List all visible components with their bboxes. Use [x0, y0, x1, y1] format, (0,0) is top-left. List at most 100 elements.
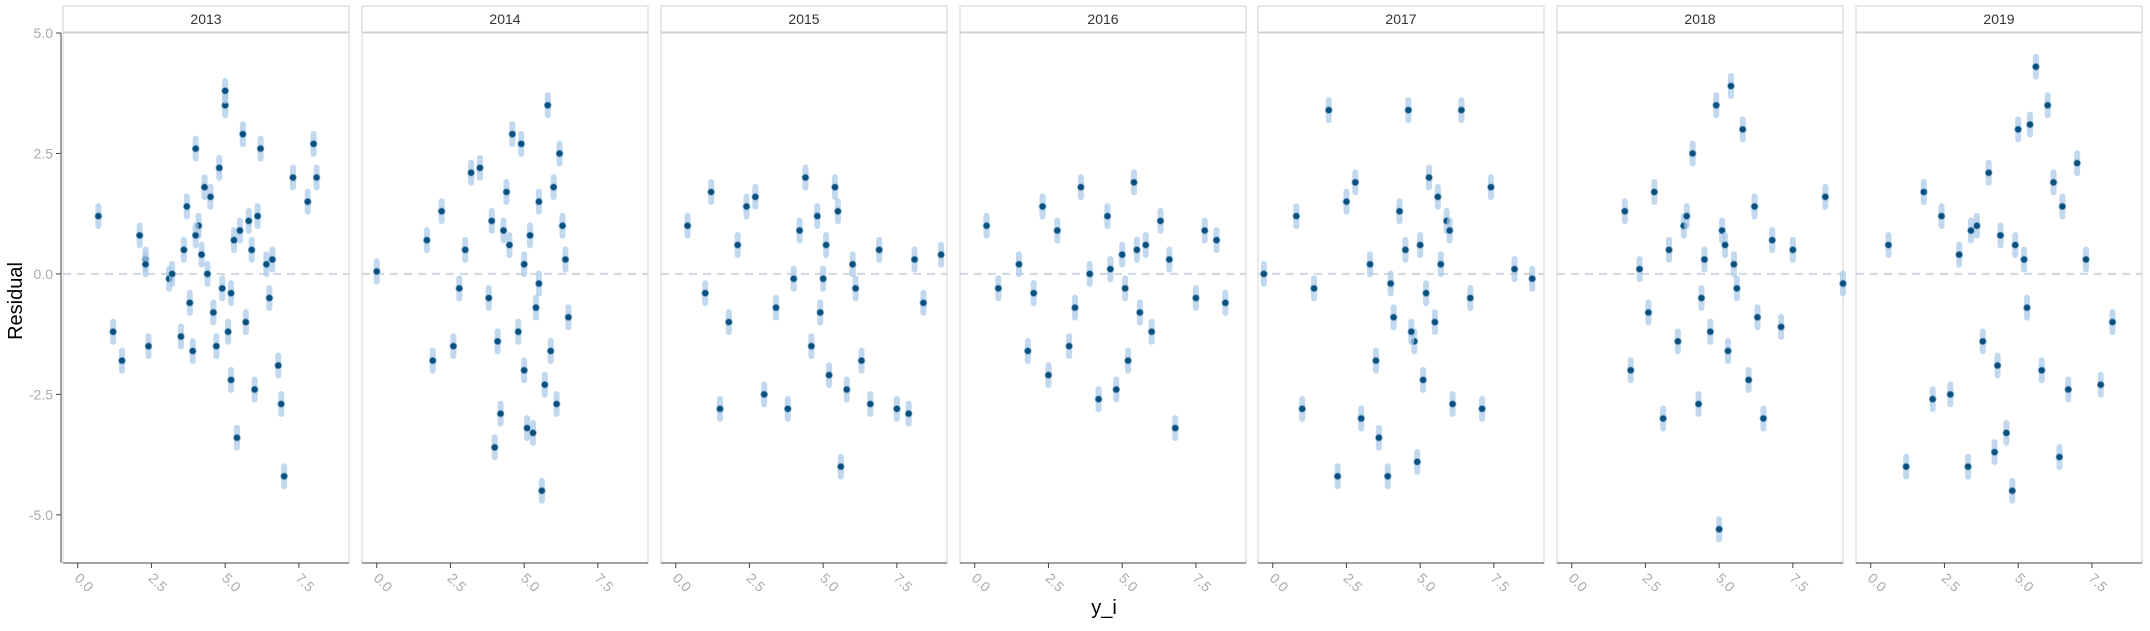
- data-point: [505, 241, 514, 249]
- facet-panel: [1855, 32, 2143, 564]
- data-point: [1697, 294, 1706, 302]
- data-point: [1416, 241, 1424, 249]
- data-point: [1724, 347, 1732, 355]
- data-point: [1324, 106, 1333, 114]
- data-point: [1821, 193, 1830, 201]
- y-tick-label: -5.0: [29, 507, 53, 523]
- data-point: [188, 347, 197, 355]
- data-point: [1383, 472, 1392, 481]
- data-point: [532, 303, 540, 312]
- data-point: [262, 260, 271, 269]
- data-point: [1404, 106, 1413, 114]
- data-point: [1718, 226, 1726, 235]
- facet-strip-label: 2015: [788, 11, 819, 27]
- data-point: [230, 236, 238, 244]
- data-point: [822, 241, 830, 249]
- data-point: [1029, 289, 1038, 297]
- data-point: [312, 173, 321, 182]
- data-point: [994, 284, 1003, 293]
- data-point: [244, 217, 253, 225]
- y-tick-label: -2.5: [29, 386, 53, 402]
- data-point: [502, 188, 511, 196]
- data-point: [1984, 168, 1993, 177]
- data-point: [221, 87, 229, 95]
- data-point: [2058, 202, 2067, 211]
- x-tick-label: 5.0: [1116, 570, 1141, 595]
- data-point: [1510, 265, 1519, 273]
- data-point: [1674, 337, 1682, 346]
- data-point: [372, 267, 381, 276]
- data-point: [937, 250, 945, 259]
- data-point: [1621, 207, 1629, 216]
- data-point: [1165, 255, 1174, 264]
- data-point: [1777, 323, 1785, 331]
- data-point: [496, 409, 505, 418]
- x-tick-label: 5.0: [219, 570, 244, 595]
- data-point: [423, 236, 431, 244]
- data-point: [233, 433, 241, 442]
- data-point: [1721, 241, 1729, 249]
- x-tick-label: 5.0: [518, 570, 543, 595]
- data-point: [242, 318, 250, 326]
- data-point: [2011, 241, 2020, 249]
- facet-strip-label: 2014: [489, 11, 520, 27]
- data-point: [303, 197, 312, 206]
- data-point: [1727, 82, 1735, 90]
- data-point: [807, 342, 816, 350]
- data-point: [493, 337, 502, 346]
- data-point: [227, 376, 235, 384]
- data-point: [1065, 342, 1073, 350]
- data-point: [535, 197, 543, 206]
- data-point: [2055, 453, 2064, 461]
- data-point: [707, 188, 715, 196]
- data-point: [801, 173, 810, 182]
- data-point: [1389, 313, 1398, 322]
- data-point: [2096, 380, 2105, 389]
- data-point: [1342, 197, 1351, 206]
- data-point: [265, 294, 274, 302]
- data-point: [1133, 246, 1141, 254]
- data-point: [1650, 188, 1659, 196]
- data-point: [274, 361, 283, 370]
- data-point: [683, 221, 692, 230]
- facet-strip: [959, 5, 1247, 33]
- data-point: [558, 221, 567, 230]
- x-tick-label: 2.5: [1340, 570, 1365, 595]
- x-axis-title: y_i: [1091, 597, 1117, 619]
- data-point: [1024, 347, 1032, 355]
- data-point: [2020, 255, 2028, 264]
- data-point: [813, 212, 822, 220]
- data-point: [1044, 371, 1053, 379]
- data-point: [904, 409, 913, 418]
- data-point: [2082, 255, 2090, 264]
- data-point: [177, 332, 185, 341]
- data-point: [428, 356, 437, 365]
- x-tick-label: 0.0: [670, 570, 695, 595]
- data-point: [1744, 376, 1753, 384]
- data-point: [1993, 361, 2002, 370]
- y-tick-label: 5.0: [34, 25, 54, 41]
- x-tick-label: 2.5: [1938, 570, 1963, 595]
- x-tick-label: 0.0: [371, 570, 396, 595]
- data-point: [526, 231, 534, 240]
- data-point: [2064, 385, 2073, 394]
- data-point: [1141, 241, 1150, 249]
- data-point: [1407, 327, 1416, 336]
- data-point: [1946, 390, 1955, 399]
- data-point: [168, 270, 176, 278]
- data-point: [561, 255, 570, 264]
- data-point: [1366, 260, 1374, 269]
- data-point: [1121, 284, 1129, 293]
- data-point: [212, 342, 221, 350]
- facet-panel: [62, 32, 350, 564]
- data-point: [1419, 376, 1427, 384]
- data-point: [1422, 289, 1430, 297]
- data-point: [1884, 241, 1893, 249]
- data-point: [831, 183, 839, 191]
- data-point: [549, 183, 558, 191]
- data-point: [461, 246, 469, 254]
- data-point: [546, 347, 555, 355]
- data-point: [1715, 525, 1723, 534]
- data-point: [94, 212, 103, 220]
